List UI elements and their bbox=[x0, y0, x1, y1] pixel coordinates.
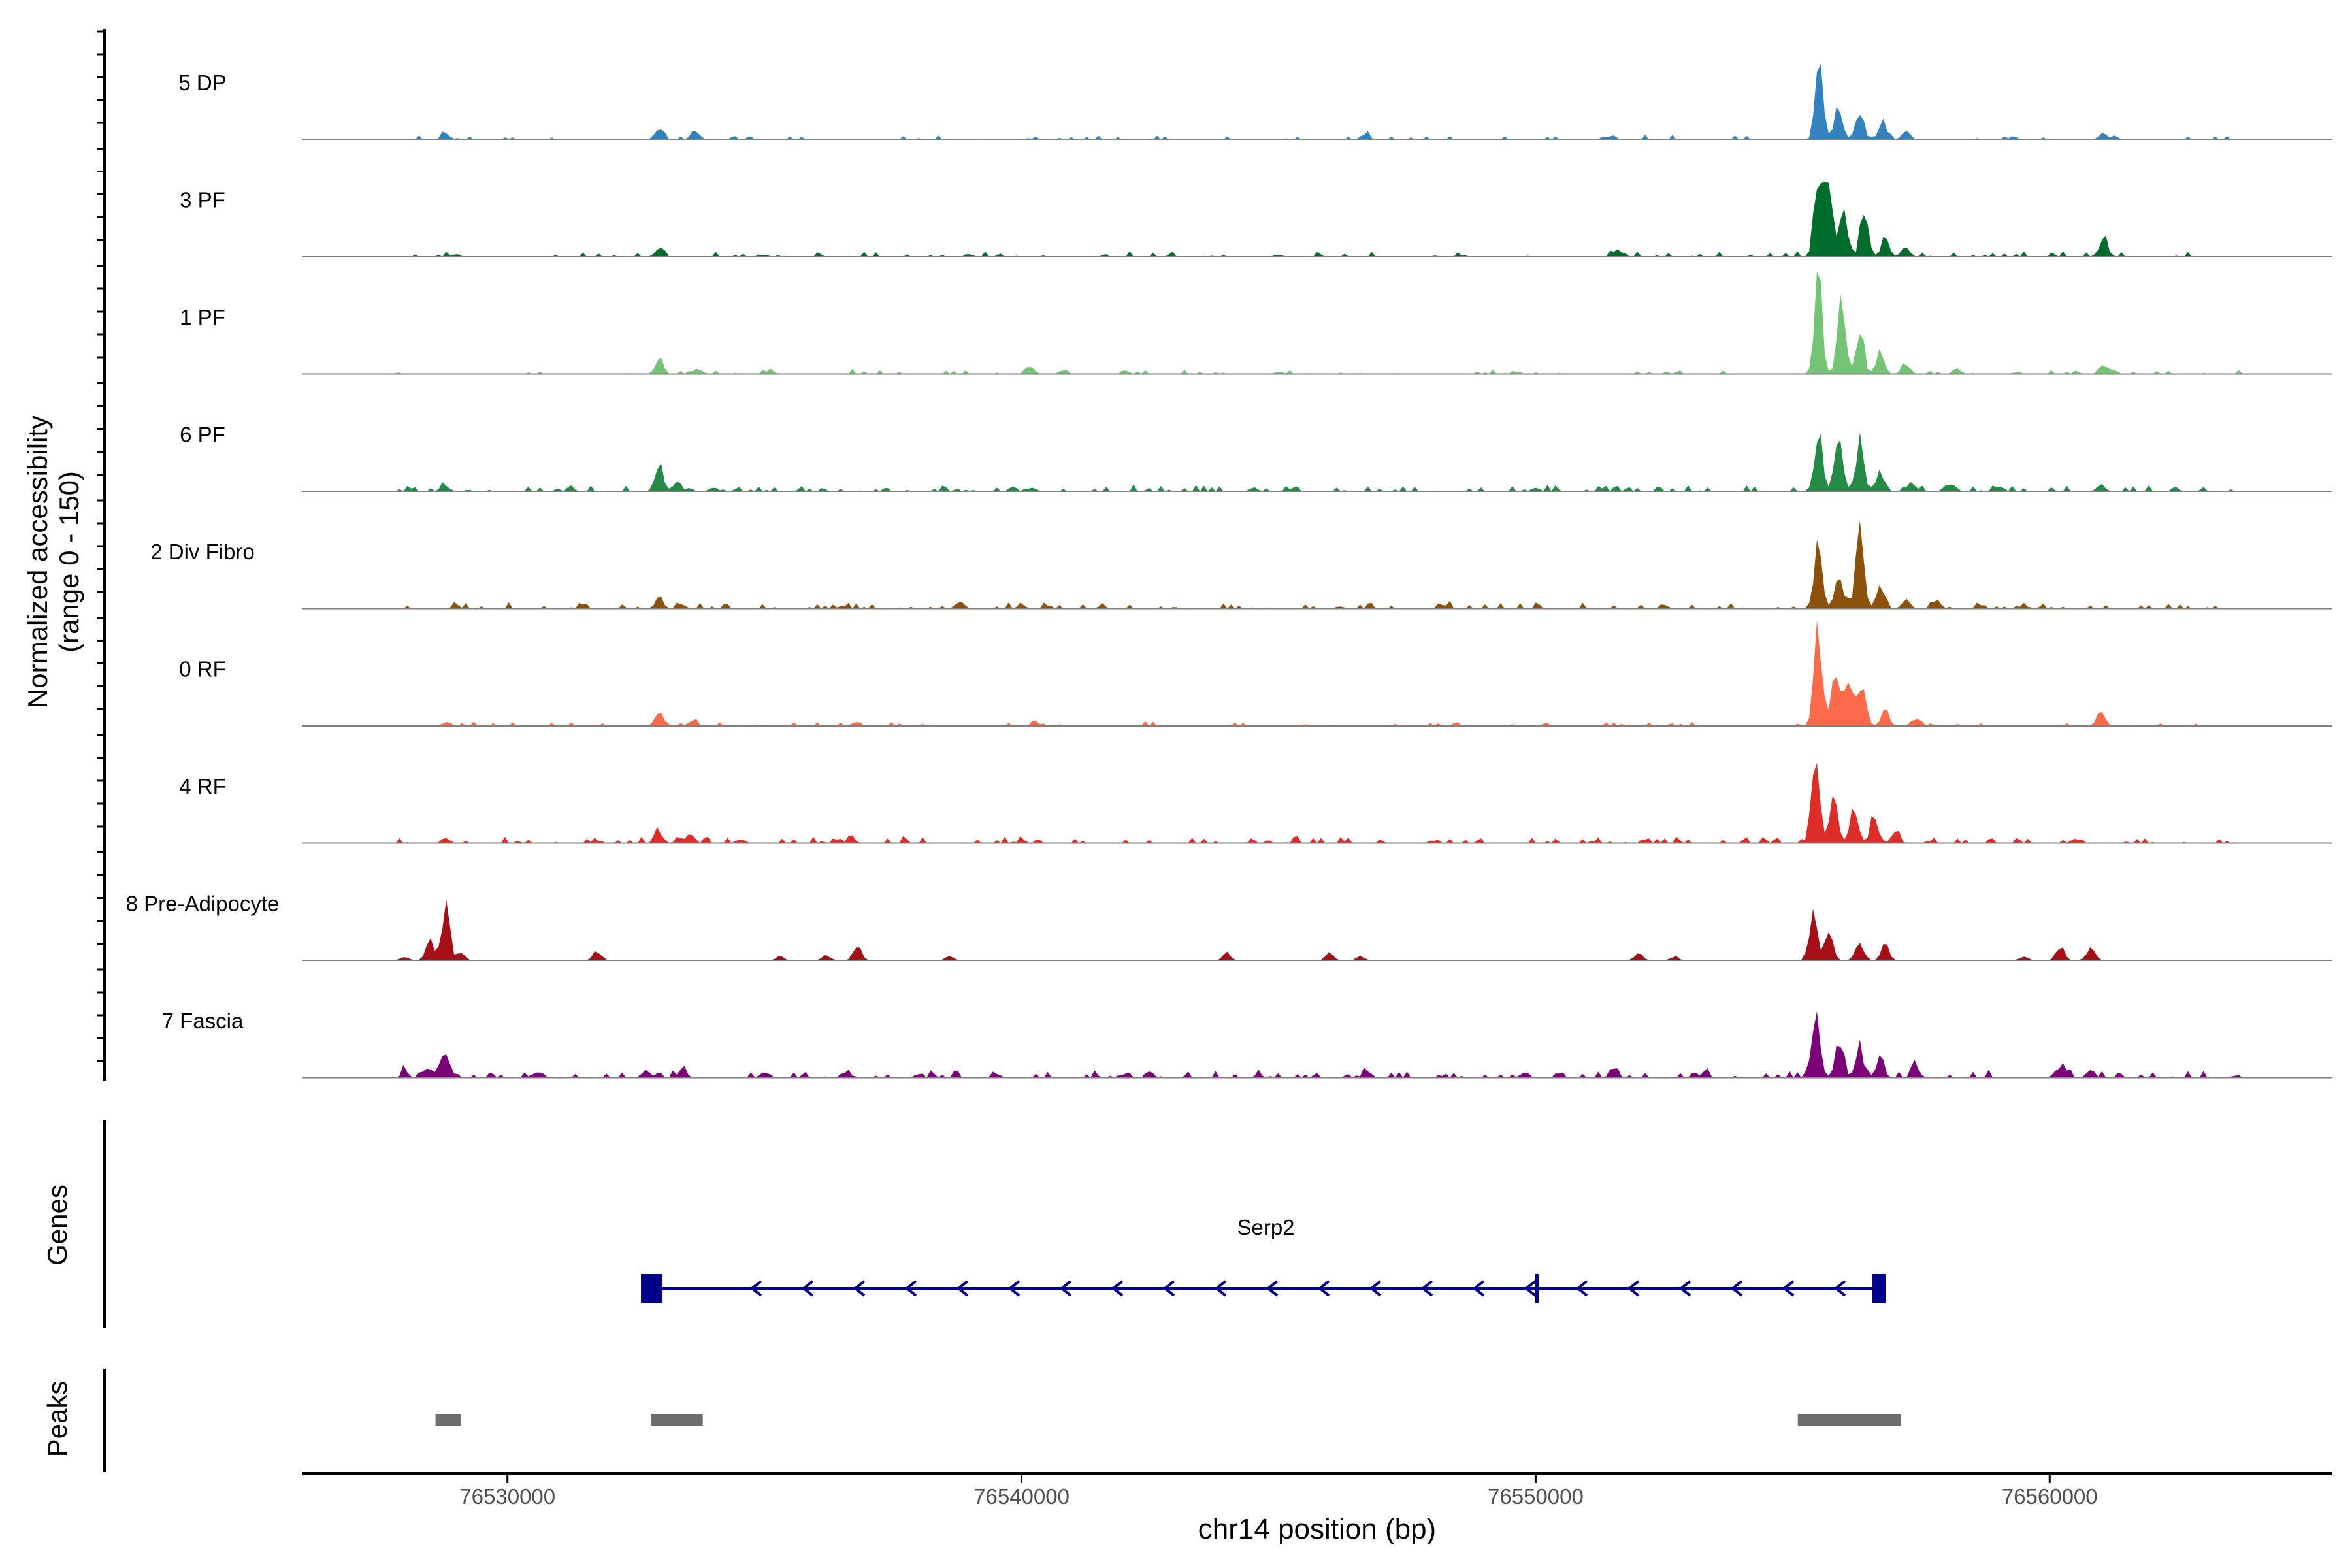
coverage-tracks: 5 DP 3 PF 1 PF 6 PF 2 Div Fibro 0 RF 4 RF 8 Pre… bbox=[126, 63, 2332, 1079]
gene-name-label: Serp2 bbox=[1237, 1215, 1294, 1239]
track-label: 2 Div Fibro bbox=[150, 540, 255, 564]
strand-arrow bbox=[1782, 1280, 1795, 1297]
x-tick-label: 76530000 bbox=[459, 1484, 555, 1509]
x-tick-label: 76560000 bbox=[2002, 1484, 2098, 1509]
peak-region bbox=[651, 1414, 703, 1426]
track-4: 2 Div Fibro bbox=[150, 520, 2332, 610]
track-label: 4 RF bbox=[179, 774, 226, 798]
strand-arrow bbox=[1472, 1280, 1485, 1297]
strand-arrow bbox=[1730, 1280, 1743, 1297]
coverage-area bbox=[302, 900, 2332, 960]
track-label: 0 RF bbox=[179, 657, 226, 681]
y-axis-title-line2: (range 0 - 150) bbox=[54, 471, 84, 653]
strand-arrow bbox=[1627, 1280, 1640, 1297]
strand-arrow bbox=[1678, 1280, 1691, 1297]
peaks-panel-label: Peaks bbox=[42, 1381, 73, 1458]
y-axis-title-line1: Normalized accessibility bbox=[22, 416, 53, 708]
track-8: 7 Fascia bbox=[162, 1009, 2332, 1079]
strand-arrow bbox=[1524, 1280, 1537, 1297]
track-3: 6 PF bbox=[180, 423, 2332, 492]
strand-arrow bbox=[749, 1280, 762, 1297]
track-6: 4 RF bbox=[179, 762, 2332, 844]
track-0: 5 DP bbox=[178, 63, 2332, 140]
strand-arrow bbox=[853, 1280, 866, 1297]
gene-exon bbox=[1535, 1274, 1539, 1303]
strand-arrow bbox=[1162, 1280, 1175, 1297]
strand-arrow bbox=[801, 1280, 814, 1297]
strand-arrow bbox=[1420, 1280, 1433, 1297]
track-label: 5 DP bbox=[178, 71, 226, 95]
track-label: 1 PF bbox=[180, 305, 225, 329]
strand-arrow bbox=[1059, 1280, 1072, 1297]
gene-exon bbox=[641, 1274, 662, 1303]
track-5: 0 RF bbox=[179, 620, 2332, 727]
x-axis: 76530000 76540000 76550000 76560000 bbox=[459, 1473, 2098, 1509]
coverage-area bbox=[302, 182, 2332, 257]
coverage-y-axis bbox=[97, 29, 106, 1081]
coverage-area bbox=[302, 63, 2332, 140]
peaks-panel bbox=[435, 1414, 1901, 1426]
track-7: 8 Pre-Adipocyte bbox=[126, 892, 2332, 961]
track-label: 6 PF bbox=[180, 423, 225, 447]
strand-arrow bbox=[956, 1280, 969, 1297]
peak-region bbox=[1797, 1414, 1901, 1426]
strand-arrow bbox=[1266, 1280, 1279, 1297]
strand-arrow bbox=[1214, 1280, 1227, 1297]
x-tick-label: 76550000 bbox=[1488, 1484, 1584, 1509]
genes-panel-label: Genes bbox=[42, 1184, 73, 1266]
track-label: 8 Pre-Adipocyte bbox=[126, 892, 280, 916]
coverage-area bbox=[302, 620, 2332, 726]
strand-arrow bbox=[1369, 1280, 1382, 1297]
strand-arrow bbox=[1575, 1280, 1588, 1297]
gene-exon bbox=[1872, 1274, 1886, 1303]
track-label: 3 PF bbox=[180, 188, 225, 212]
strand-arrow bbox=[1111, 1280, 1124, 1297]
peak-region bbox=[435, 1414, 461, 1426]
track-label: 7 Fascia bbox=[162, 1009, 244, 1033]
genes-panel: Serp2 bbox=[641, 1215, 1886, 1303]
track-2: 1 PF bbox=[180, 271, 2332, 375]
x-axis-title: chr14 position (bp) bbox=[1198, 1513, 1436, 1545]
coverage-area bbox=[302, 432, 2332, 491]
strand-arrow bbox=[904, 1280, 917, 1297]
strand-arrow bbox=[1317, 1280, 1330, 1297]
track-1: 3 PF bbox=[180, 182, 2332, 257]
x-tick-label: 76540000 bbox=[973, 1484, 1070, 1509]
strand-arrow bbox=[1833, 1280, 1846, 1297]
strand-arrow bbox=[1007, 1280, 1021, 1297]
